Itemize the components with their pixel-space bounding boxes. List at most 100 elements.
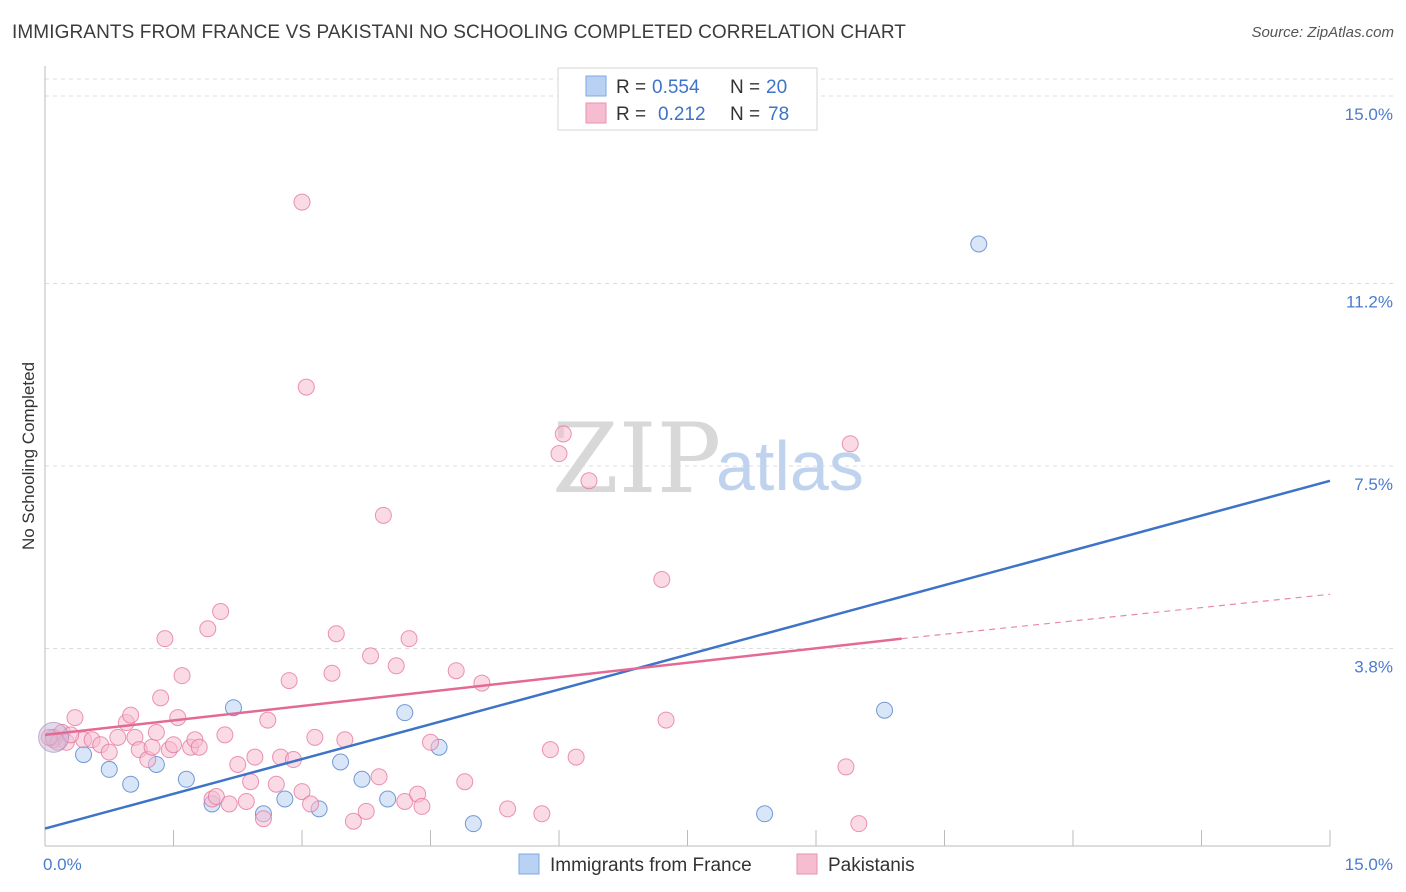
- pakistani-point-46: [323, 664, 341, 682]
- pakistani-point-42: [302, 795, 320, 813]
- pakistani-point-71: [657, 711, 675, 729]
- watermark: ZIP atlas: [552, 403, 864, 515]
- y-tick-label-3: 15.0%: [1345, 105, 1393, 124]
- pakistani-point-15: [152, 689, 170, 707]
- pakistani-point-14: [143, 738, 161, 756]
- france-point-2: [100, 760, 118, 778]
- france-point-7: [224, 699, 242, 717]
- pakistani-point-50: [357, 802, 375, 820]
- pakistani-point-41: [293, 783, 311, 801]
- pakistani-point-51: [362, 647, 380, 665]
- pakistani-point-27: [207, 788, 225, 806]
- pakistani-point-65: [541, 741, 559, 759]
- pakistani-point-66: [550, 445, 568, 463]
- france-point-13: [379, 790, 397, 808]
- france-point-1: [75, 746, 93, 764]
- pakistani-point-47: [327, 625, 345, 643]
- pakistani-point-28: [212, 603, 230, 621]
- pakistani-point-58: [413, 797, 431, 815]
- y-tick-label-2: 11.2%: [1346, 292, 1393, 311]
- tick-labels: 3.8% 7.5% 11.2% 15.0% 0.0% 15.0%: [43, 105, 1393, 874]
- pakistani-point-36: [259, 711, 277, 729]
- pakistani-point-53: [374, 506, 392, 524]
- y-tick-label-0: 3.8%: [1354, 658, 1393, 677]
- pakistani-point-72: [837, 758, 855, 776]
- pakistani-point-62: [473, 674, 491, 692]
- pakistani-point-44: [297, 378, 315, 396]
- series-legend-swatch-france: [518, 853, 540, 875]
- france-point-18: [876, 701, 894, 719]
- pakistani-point-25: [199, 620, 217, 638]
- legend-r-value-2: 0.212: [658, 104, 706, 125]
- grid-lines: [45, 78, 1395, 650]
- pakistani-point-29: [216, 726, 234, 744]
- pakistani-point-69: [580, 472, 598, 490]
- data-points: [38, 193, 988, 833]
- legend-swatch-blue: [585, 75, 607, 97]
- pakistani-trend-extension: [901, 593, 1331, 640]
- france-point-19: [970, 235, 988, 253]
- legend-swatch-pink: [585, 102, 607, 124]
- pakistani-point-68: [567, 748, 585, 766]
- pakistani-point-70: [653, 570, 671, 588]
- france-point-9: [276, 790, 294, 808]
- pakistani-point-49: [344, 812, 362, 830]
- pakistani-trend-line: [44, 637, 902, 737]
- pakistani-point-52: [370, 768, 388, 786]
- france-point-3: [122, 775, 140, 793]
- x-tick-label-1: 15.0%: [1345, 855, 1393, 874]
- legend-r-label-2: R =: [616, 104, 646, 125]
- france-point-16: [464, 815, 482, 833]
- france-point-12: [353, 770, 371, 788]
- trend-lines: [44, 479, 1331, 830]
- legend-n-value-2: 78: [768, 104, 789, 125]
- watermark-atlas: atlas: [716, 427, 864, 505]
- y-axis-label: No Schooling Completed: [19, 362, 38, 550]
- pakistani-point-8: [109, 728, 127, 746]
- france-point-5: [177, 770, 195, 788]
- pakistani-point-19: [165, 736, 182, 754]
- legend-n-label-1: N =: [730, 77, 760, 98]
- pakistani-point-32: [237, 792, 255, 810]
- legend-r-label-1: R =: [616, 77, 646, 98]
- pakistani-point-39: [280, 672, 298, 690]
- series-legend-france: Immigrants from France: [550, 855, 752, 876]
- axes: [44, 66, 1331, 847]
- pakistani-point-16: [147, 723, 165, 741]
- pakistani-point-30: [220, 795, 238, 813]
- france-point-14: [396, 704, 414, 722]
- series-legend-swatch-pakistanis: [796, 853, 818, 875]
- y-tick-label-1: 7.5%: [1354, 475, 1393, 494]
- pakistani-point-31: [229, 755, 247, 773]
- pakistani-point-63: [499, 800, 517, 818]
- pakistani-point-35: [254, 810, 272, 828]
- pakistani-point-43: [293, 193, 311, 211]
- pakistani-point-56: [400, 630, 418, 648]
- pakistani-point-17: [156, 630, 174, 648]
- series-legend: Immigrants from France Pakistanis: [518, 853, 915, 876]
- chart-title: IMMIGRANTS FROM FRANCE VS PAKISTANI NO S…: [12, 22, 907, 43]
- legend-n-value-1: 20: [766, 77, 787, 98]
- legend-r-value-1: 0.554: [652, 77, 700, 98]
- pakistani-point-55: [396, 792, 414, 810]
- correlation-legend: R = 0.554 N = 20 R = 0.212 N = 78: [557, 67, 818, 131]
- pakistani-point-3: [66, 709, 84, 727]
- pakistani-point-61: [456, 773, 474, 791]
- pakistani-point-20: [169, 709, 187, 727]
- pakistani-point-74: [850, 815, 868, 833]
- source-label: Source: ZipAtlas.com: [1251, 24, 1394, 41]
- pakistani-point-24: [190, 738, 208, 756]
- pakistani-point-54: [387, 657, 405, 675]
- pakistani-point-64: [533, 805, 551, 823]
- pakistani-point-59: [422, 733, 439, 751]
- x-tick-label-0: 0.0%: [43, 855, 82, 874]
- pakistani-point-37: [267, 775, 285, 793]
- pakistani-point-10: [122, 706, 140, 724]
- france-point-17: [756, 805, 774, 823]
- pakistani-point-34: [246, 748, 264, 766]
- pakistani-point-73: [841, 435, 859, 453]
- pakistani-point-21: [173, 667, 191, 685]
- pakistani-point-67: [554, 425, 572, 443]
- pakistani-point-7: [100, 743, 118, 761]
